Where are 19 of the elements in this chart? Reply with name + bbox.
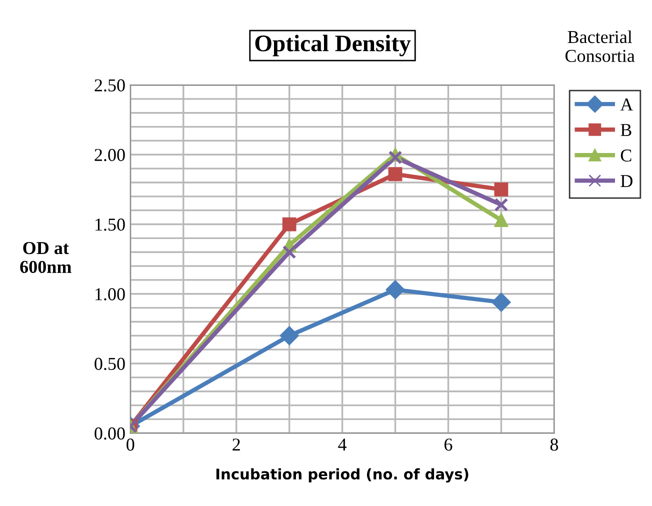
y-tick-label: 0.00 <box>94 427 125 440</box>
x-tick-label: 8 <box>550 438 558 451</box>
legend-label: A <box>620 98 634 110</box>
y-tick-label: 1.50 <box>96 218 125 231</box>
y-tick-label: 0.50 <box>94 358 125 370</box>
x-axis-title: Incubation period (no. of days) <box>216 468 468 482</box>
legend-label: B <box>620 124 632 136</box>
legend-label: C <box>620 149 632 162</box>
y-axis-title: OD at 600nm <box>20 242 72 274</box>
legend-label: D <box>620 175 632 187</box>
chart-title: Optical Density <box>255 34 411 56</box>
y-tick-label: 1.00 <box>96 288 125 300</box>
y-tick-label: 2.00 <box>94 148 125 162</box>
x-tick-label: 2 <box>232 438 240 451</box>
x-tick-label: 4 <box>338 438 347 451</box>
x-tick-label: 6 <box>444 438 452 451</box>
y-tick-label: 2.50 <box>94 79 125 92</box>
x-tick-label: 0 <box>126 438 134 451</box>
legend-title: Bacterial Consortia <box>565 30 635 62</box>
